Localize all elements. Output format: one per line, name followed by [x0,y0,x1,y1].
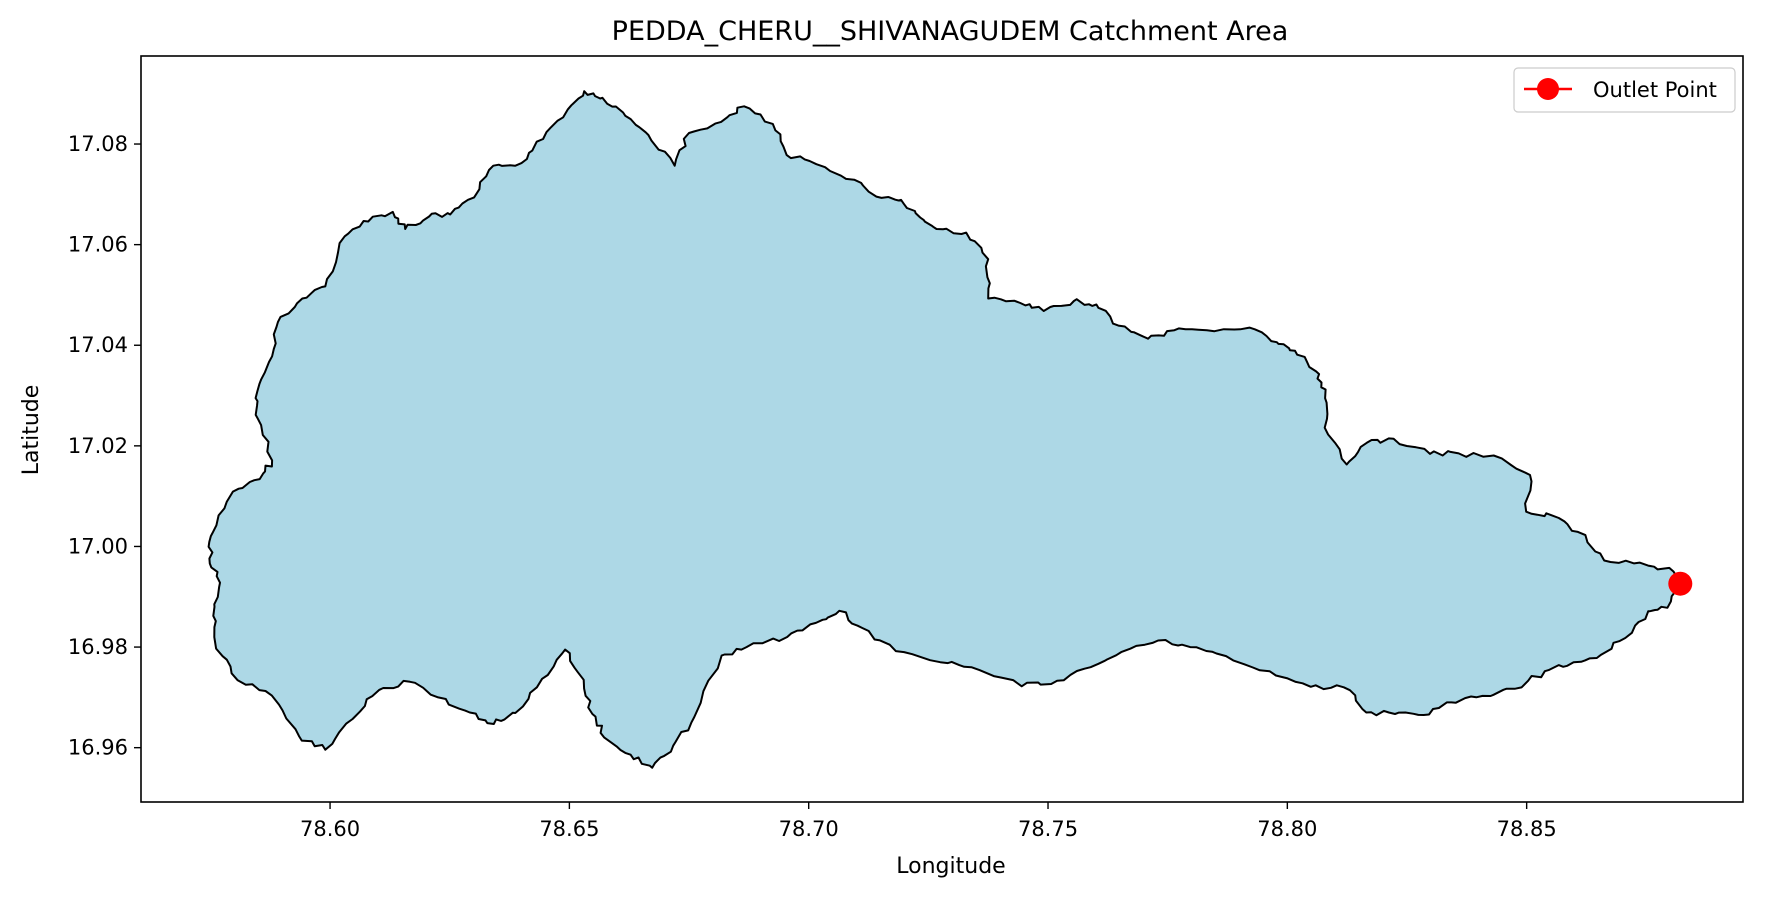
y-tick-label: 16.96 [68,736,128,760]
y-tick-label: 17.00 [68,534,128,558]
x-tick-label: 78.60 [300,817,360,841]
x-axis-ticks: 78.60 78.65 78.70 78.75 78.80 78.85 [300,802,1557,841]
legend-marker-icon [1537,78,1559,100]
legend: Outlet Point [1513,67,1736,113]
catchment-polygon [207,90,1682,769]
y-tick-label: 16.98 [68,635,128,659]
x-tick-label: 78.65 [539,817,599,841]
axes-frame [140,55,1744,803]
x-tick-label: 78.80 [1257,817,1317,841]
legend-box [1513,67,1736,113]
x-tick-label: 78.75 [1018,817,1078,841]
x-axis-label: Longitude [896,854,1005,879]
plot-area [140,55,1744,803]
x-tick-label: 78.70 [779,817,839,841]
x-tick-label: 78.85 [1497,817,1557,841]
y-tick-label: 17.02 [68,434,128,458]
y-tick-label: 17.04 [68,333,128,357]
y-tick-label: 17.06 [68,233,128,257]
legend-label: Outlet Point [1593,78,1717,102]
outlet-point-marker[interactable] [1668,571,1693,596]
chart-title: PEDDA_CHERU__SHIVANAGUDEM Catchment Area [612,16,1289,47]
y-axis-ticks: 16.96 16.98 17.00 17.02 17.04 17.06 17.08 [68,132,141,760]
y-axis-label: Latitude [19,385,44,476]
y-tick-label: 17.08 [68,132,128,156]
